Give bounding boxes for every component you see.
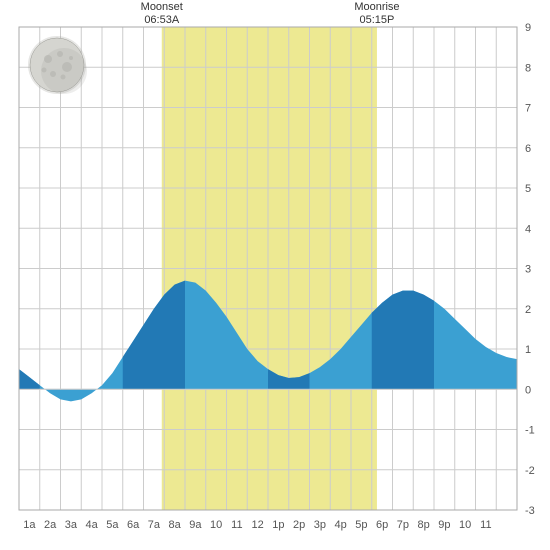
- x-axis-label: 8a: [169, 519, 182, 531]
- y-axis-label: -3: [525, 505, 535, 517]
- x-axis-label: 5p: [355, 519, 367, 531]
- y-axis-label: 5: [525, 183, 531, 195]
- x-axis-label: 11: [231, 519, 242, 531]
- moonset-time: 06:53A: [144, 14, 180, 26]
- x-axis-label: 10: [459, 519, 471, 531]
- x-axis-label: 5a: [106, 519, 119, 531]
- moonrise-label: Moonrise: [354, 1, 399, 13]
- chart-svg: -3-2-101234567891a2a3a4a5a6a7a8a9a101112…: [0, 0, 550, 550]
- y-axis-label: 6: [525, 143, 531, 155]
- x-axis-label: 9p: [438, 519, 450, 531]
- y-axis-label: 8: [525, 62, 531, 74]
- x-axis-label: 10: [210, 519, 222, 531]
- x-axis-label: 3a: [65, 519, 78, 531]
- y-axis-label: 9: [525, 22, 531, 34]
- x-axis-label: 1p: [272, 519, 284, 531]
- moonrise-time: 05:15P: [360, 14, 395, 26]
- y-axis-label: 7: [525, 103, 531, 115]
- x-axis-label: 9a: [189, 519, 202, 531]
- x-axis-label: 12: [252, 519, 264, 531]
- moonset-label: Moonset: [141, 1, 183, 13]
- x-axis-label: 6a: [127, 519, 140, 531]
- y-axis-label: 2: [525, 304, 531, 316]
- x-axis-label: 1a: [23, 519, 36, 531]
- x-axis-label: 7p: [397, 519, 409, 531]
- x-axis-label: 6p: [376, 519, 388, 531]
- y-axis-label: 0: [525, 384, 531, 396]
- y-axis-label: -2: [525, 465, 535, 477]
- y-axis-label: 3: [525, 264, 531, 276]
- x-axis-label: 11: [480, 519, 491, 531]
- x-axis-label: 4a: [86, 519, 99, 531]
- x-axis-label: 2p: [293, 519, 305, 531]
- y-axis-label: 1: [525, 344, 531, 356]
- tide-chart: -3-2-101234567891a2a3a4a5a6a7a8a9a101112…: [0, 0, 550, 550]
- x-axis-label: 3p: [314, 519, 326, 531]
- x-axis-label: 8p: [418, 519, 430, 531]
- y-axis-label: 4: [525, 223, 531, 235]
- y-axis-label: -1: [525, 425, 535, 437]
- x-axis-label: 2a: [44, 519, 57, 531]
- x-axis-label: 7a: [148, 519, 161, 531]
- x-axis-label: 4p: [335, 519, 347, 531]
